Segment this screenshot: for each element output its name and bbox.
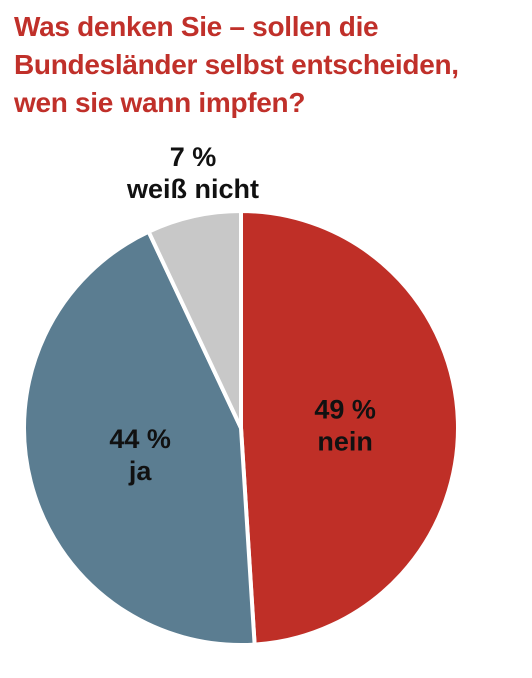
chart-title: Was denken Sie – sollen die Bundesländer…	[14, 11, 459, 118]
slice-category-label: nein	[317, 427, 373, 457]
pie-labels: 49 %nein 44 %ja 7 %weiß nicht	[109, 142, 376, 486]
slice-label-weiss-nicht: 7 %weiß nicht	[126, 142, 259, 204]
pie-slice-weiss-nicht	[146, 209, 243, 430]
slice-value-label: 44 %	[109, 424, 171, 454]
slice-category-label: weiß nicht	[126, 174, 259, 204]
pie-slices	[22, 209, 461, 647]
pie-slice-nein	[239, 209, 461, 647]
slice-value-label: 7 %	[170, 142, 217, 172]
slice-category-label: ja	[128, 456, 153, 486]
slice-value-label: 49 %	[314, 395, 376, 425]
slice-label-ja: 44 %ja	[109, 424, 171, 486]
slice-label-nein: 49 %nein	[314, 395, 376, 457]
